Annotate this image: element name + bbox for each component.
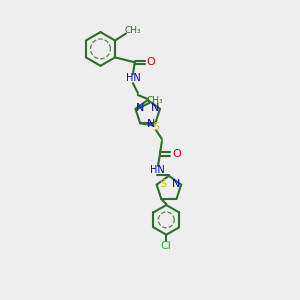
- Text: N: N: [151, 103, 159, 113]
- Text: O: O: [172, 149, 181, 159]
- Text: N: N: [136, 103, 145, 113]
- Text: S: S: [152, 122, 160, 132]
- Text: N: N: [172, 179, 180, 189]
- Text: N: N: [147, 119, 155, 129]
- Text: HN: HN: [125, 73, 140, 83]
- Text: HN: HN: [150, 165, 164, 175]
- Text: Cl: Cl: [161, 241, 172, 250]
- Text: S: S: [159, 179, 166, 189]
- Text: O: O: [146, 57, 155, 67]
- Text: CH₃: CH₃: [147, 96, 164, 105]
- Text: CH₃: CH₃: [124, 26, 141, 35]
